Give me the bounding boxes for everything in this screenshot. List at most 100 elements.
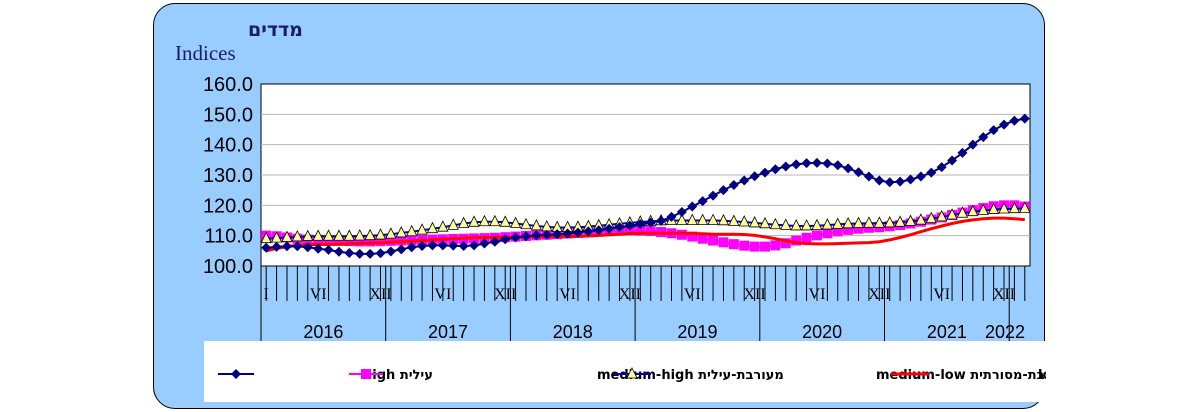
data-point-medium-high [718,237,729,248]
data-point-medium-low [894,215,906,227]
legend-item-low: מסורתית low [891,368,1046,383]
data-point-high [874,175,885,186]
data-point-high [926,167,937,178]
data-point-medium-low [302,229,314,241]
data-point-medium-low [946,208,958,220]
data-point-medium-low [374,228,387,240]
data-point-medium-low [457,216,470,228]
x-axis: I VI XII VI XII VI XII VI XII VI XII VI XII 2016 2017 2… [260,266,1026,342]
data-point-high [500,234,511,245]
data-point-high [666,211,677,222]
series-low [265,216,1025,253]
data-point-medium-low [468,215,480,227]
chart-title-english: Indices [175,41,236,65]
legend-label-he: מעורבת-עילית [698,368,784,383]
data-point-medium-high [863,222,874,233]
data-point-medium-low [395,226,407,238]
year-label: 2020 [802,322,842,342]
data-point-medium-high [822,228,833,239]
data-point-medium-high [811,230,822,241]
data-point-medium-high [375,236,386,247]
data-point-medium-low [967,204,979,217]
data-point-medium-low [956,206,969,218]
data-point-high [760,167,771,178]
data-point-medium-low [832,217,844,229]
data-point-high [1019,113,1030,124]
data-point-medium-low [915,213,927,225]
data-point-high [884,177,895,188]
data-point-medium-low [416,223,428,235]
data-point-high [832,160,843,171]
data-point-medium-high [697,233,708,244]
data-point-medium-high [635,225,646,236]
data-point-high [313,243,324,254]
y-tick-label: 130.0 [203,165,253,187]
data-point-high [583,226,594,237]
data-point-high [895,176,906,187]
legend-marker [361,369,371,379]
year-label: 2017 [428,322,468,342]
chart-frame: מדדים Indices 160.0 150.0 140.0 130.0 120.0 1… [153,3,1046,409]
data-point-medium-high [770,240,781,251]
year-label: 2021 [927,322,967,342]
data-point-medium-low [987,202,1000,214]
data-point-medium-low [925,211,937,224]
data-point-medium-high [708,235,719,246]
data-point-high [302,242,313,253]
data-point-high [604,223,615,234]
data-point-medium-high [728,239,739,250]
data-point-medium-low [509,216,522,228]
x-tick-label: VI [933,286,950,303]
data-point-medium-low [530,219,543,231]
data-point-high [947,155,958,166]
data-point-medium-high [843,224,854,235]
data-point-high [936,162,947,173]
data-point-medium-low [717,213,730,226]
data-point-medium-low [333,229,345,241]
data-point-medium-low [291,229,304,242]
data-point-medium-low [759,216,771,229]
data-point-high [739,175,750,186]
data-point-high [385,246,396,257]
data-point-medium-low [489,214,501,227]
data-point-high [967,139,978,150]
data-point-medium-high [749,241,760,252]
data-point-high [728,180,739,191]
y-tick-label: 140.0 [203,135,253,157]
data-point-medium-low [821,218,834,230]
data-point-medium-low [364,228,376,241]
data-point-high [437,240,448,251]
legend-marker [231,369,241,379]
series-line-low [265,216,1025,253]
y-tick-label: 120.0 [203,195,253,217]
data-point-high [323,244,334,255]
data-point-medium-low [385,227,397,239]
data-point-medium-high [365,236,376,247]
data-point-medium-low [790,219,802,231]
x-tick-label: XII [619,286,641,303]
data-point-medium-low [977,203,989,215]
data-point-high [843,163,854,174]
x-tick-label: VI [559,286,576,303]
legend-label: עילית high [363,368,433,383]
legend-marker [626,367,638,379]
data-point-medium-low [738,215,750,227]
data-point-high [1009,115,1020,126]
data-point-medium-high [333,235,344,246]
line-chart: מדדים Indices 160.0150.0140.0130.0120.01… [175,19,1046,402]
legend-label-he: עילית [400,368,433,383]
year-label: 2016 [303,322,343,342]
data-point-high [271,241,282,252]
x-tick-label: VI [434,286,451,303]
data-point-medium-high [780,238,791,249]
chart-title-hebrew: מדדים [248,19,303,41]
data-point-medium-low [322,229,335,241]
data-point-medium-high [687,231,698,242]
data-point-high [905,174,916,185]
data-point-high [978,132,989,143]
data-point-medium-high [354,236,365,247]
data-point-medium-low [343,229,355,241]
data-point-medium-low [873,216,885,228]
data-point-medium-low [884,216,896,228]
